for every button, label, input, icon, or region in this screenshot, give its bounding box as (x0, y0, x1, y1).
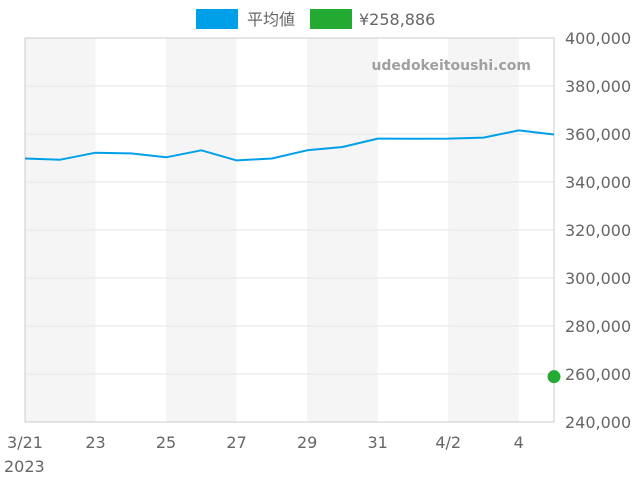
legend-swatch-average (196, 9, 238, 29)
plot-border (24, 37, 555, 423)
y-tick-label: 240,000 (565, 413, 631, 432)
y-tick-label: 360,000 (565, 125, 631, 144)
legend: 平均値 ¥258,886 (196, 9, 435, 29)
y-tick-label: 380,000 (565, 77, 631, 96)
y-tick-label: 400,000 (565, 29, 631, 48)
x-tick-label: 4 (514, 433, 524, 452)
y-tick-label: 280,000 (565, 317, 631, 336)
x-tick-label: 27 (226, 433, 246, 452)
series-layer (24, 129, 555, 162)
x-tick-label: 29 (297, 433, 317, 452)
y-tick-label: 320,000 (565, 221, 631, 240)
points-layer (547, 370, 561, 384)
y-axis-ticks: 400,000 380,000 360,000 340,000 320,000 300,0… (565, 29, 631, 432)
y-tick-label: 260,000 (565, 365, 631, 384)
legend-swatch-price (310, 9, 352, 29)
x-tick-label: 23 (85, 433, 105, 452)
current-price-point (547, 370, 561, 384)
watermark: udedokeitoushi.com (371, 58, 531, 74)
y-tick-label: 300,000 (565, 269, 631, 288)
x-tick-label: 31 (367, 433, 387, 452)
y-tick-label: 340,000 (565, 173, 631, 192)
legend-label-price: ¥258,886 (359, 10, 435, 29)
x-tick-label: 25 (156, 433, 176, 452)
x-tick-label: 4/2 (435, 433, 461, 452)
x-tick-label: 3/21 (7, 433, 43, 452)
series-line-average (24, 129, 555, 162)
x-axis-ticks: 3/21 23 25 27 29 31 4/2 4 (7, 433, 524, 452)
legend-label-average: 平均値 (247, 10, 295, 29)
x-axis-year-label: 2023 (4, 457, 45, 476)
